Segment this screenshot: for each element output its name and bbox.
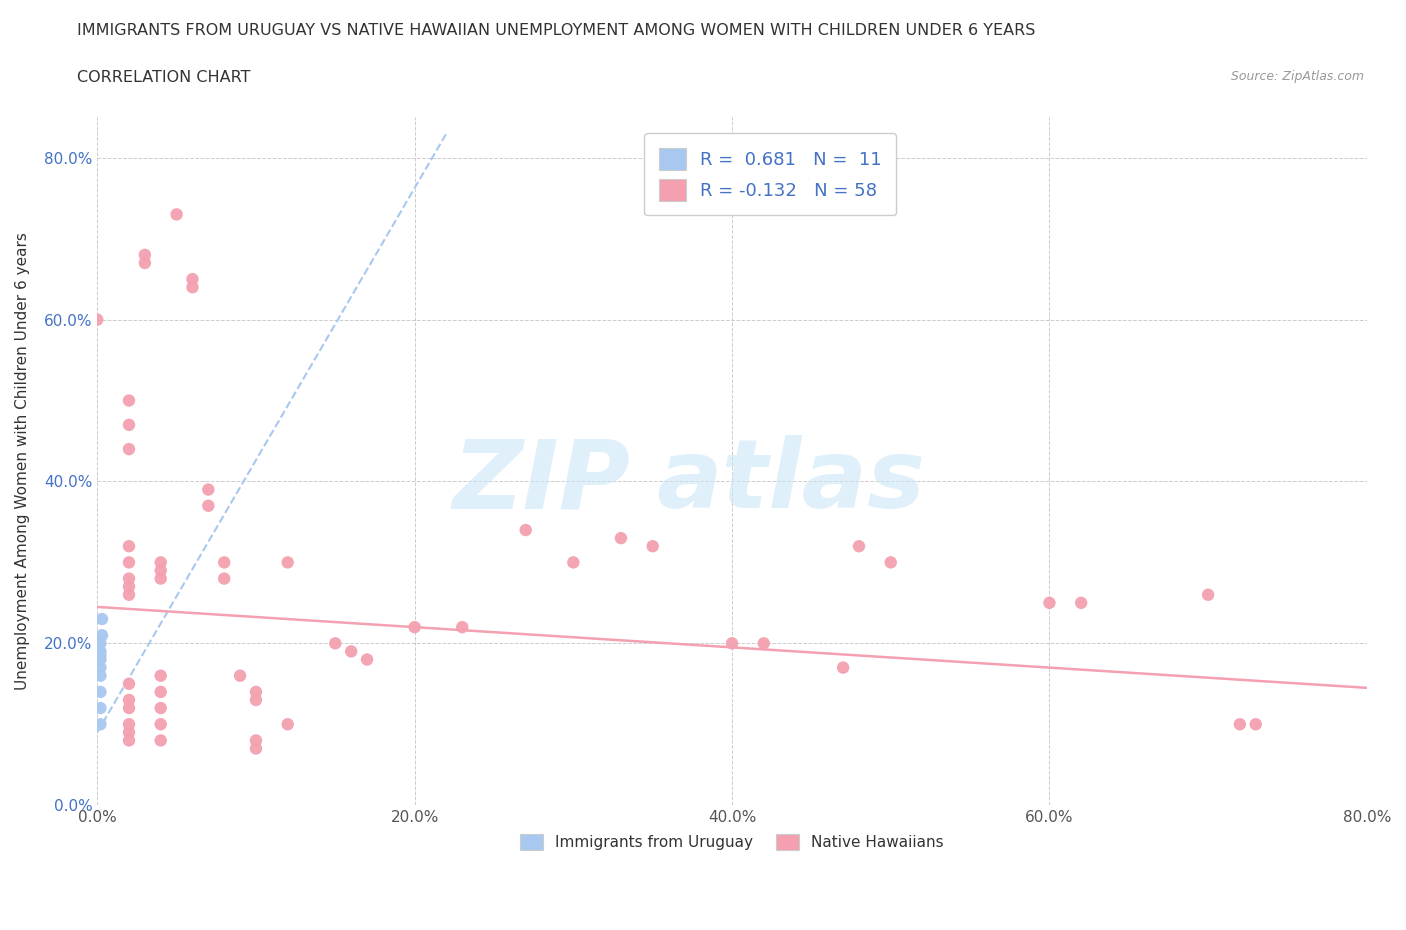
Point [89,636,111,651]
Text: CORRELATION CHART: CORRELATION CHART [77,70,250,85]
Point [245,741,267,756]
Point [149,571,172,586]
Point [149,733,172,748]
Point [118,676,141,691]
Point [149,684,172,699]
Point [89,717,111,732]
Point [245,684,267,699]
Point [562,555,585,570]
Point [149,700,172,715]
Text: Source: ZipAtlas.com: Source: ZipAtlas.com [1230,70,1364,83]
Point [181,280,204,295]
Point [89,684,111,699]
Point [1038,595,1060,610]
Point [1229,717,1251,732]
Point [89,660,111,675]
Point [89,700,111,715]
Text: ZIP: ZIP [453,435,630,528]
Point [1244,717,1267,732]
Point [451,619,474,634]
Point [245,693,267,708]
Point [832,660,855,675]
Point [91,612,114,627]
Point [118,393,141,408]
Point [340,644,363,658]
Point [1197,588,1219,603]
Point [277,555,299,570]
Point [323,636,346,651]
Point [91,628,114,643]
Point [356,652,378,667]
Point [118,555,141,570]
Point [118,724,141,739]
Point [89,648,111,663]
Point [118,571,141,586]
Point [118,442,141,457]
Point [245,733,267,748]
Point [752,636,775,651]
Point [848,538,870,553]
Point [880,555,903,570]
Point [149,717,172,732]
Point [404,619,426,634]
Text: atlas: atlas [655,435,925,528]
Point [212,571,235,586]
Point [197,498,219,513]
Point [134,256,156,271]
Point [212,555,235,570]
Point [118,693,141,708]
Point [118,538,141,553]
Point [118,579,141,594]
Point [610,531,633,546]
Point [118,418,141,432]
Point [229,669,252,684]
Point [89,644,111,658]
Point [134,247,156,262]
Point [149,563,172,578]
Text: IMMIGRANTS FROM URUGUAY VS NATIVE HAWAIIAN UNEMPLOYMENT AMONG WOMEN WITH CHILDRE: IMMIGRANTS FROM URUGUAY VS NATIVE HAWAII… [77,23,1036,38]
Point [149,669,172,684]
Point [181,272,204,286]
Point [118,700,141,715]
Point [641,538,664,553]
Point [86,312,108,327]
Point [277,717,299,732]
Point [1070,595,1092,610]
Point [118,588,141,603]
Point [118,733,141,748]
Legend: Immigrants from Uruguay, Native Hawaiians: Immigrants from Uruguay, Native Hawaiian… [515,828,950,856]
Point [197,482,219,497]
Point [89,652,111,667]
Point [89,669,111,684]
Point [166,207,188,222]
Y-axis label: Unemployment Among Women with Children Under 6 years: Unemployment Among Women with Children U… [15,232,30,690]
Point [721,636,744,651]
Point [515,523,537,538]
Point [118,717,141,732]
Point [149,555,172,570]
